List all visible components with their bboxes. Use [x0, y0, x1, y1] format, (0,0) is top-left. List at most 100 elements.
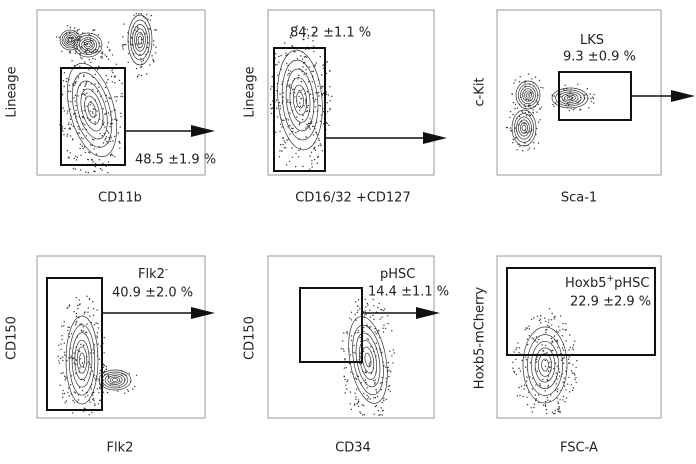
- event-dot: [105, 368, 108, 371]
- gate-name-sup: -: [165, 265, 168, 275]
- event-dot: [547, 324, 549, 327]
- event-dot: [369, 398, 371, 400]
- event-dot: [57, 355, 59, 357]
- density-contour: [78, 37, 98, 53]
- event-dot: [319, 143, 322, 145]
- gate-name-text: pHSC: [380, 267, 415, 282]
- density-contour: [355, 332, 381, 388]
- event-dot: [127, 390, 130, 392]
- event-dot: [513, 370, 515, 372]
- event-dot: [103, 352, 105, 354]
- x-axis-label: FSC-A: [560, 441, 598, 456]
- event-dot: [540, 86, 542, 89]
- density-contour: [541, 358, 549, 372]
- event-dot: [64, 402, 66, 404]
- event-dot: [119, 142, 121, 144]
- event-dot: [72, 83, 74, 85]
- event-dot: [149, 19, 151, 21]
- event-dot: [326, 61, 328, 63]
- plot-frame: [496, 255, 662, 419]
- event-dot: [306, 123, 308, 126]
- event-dot: [384, 327, 387, 330]
- event-dot: [369, 316, 372, 318]
- event-dot: [270, 88, 272, 90]
- event-dot: [518, 386, 520, 389]
- event-dot: [320, 114, 323, 116]
- event-dot: [61, 50, 63, 53]
- event-dot: [91, 411, 93, 414]
- event-dot: [78, 132, 81, 134]
- event-dot: [76, 156, 79, 158]
- event-dot: [301, 119, 304, 121]
- event-dot: [121, 92, 123, 95]
- event-dot: [525, 327, 527, 329]
- event-dot: [298, 149, 300, 152]
- event-dot: [315, 62, 317, 64]
- event-dot: [305, 100, 307, 102]
- event-dot: [97, 327, 100, 329]
- event-dot: [559, 410, 561, 412]
- density-contour: [525, 92, 531, 98]
- event-dot: [107, 78, 109, 81]
- event-dot: [140, 13, 142, 15]
- event-dot: [63, 375, 66, 377]
- event-dot: [89, 104, 92, 106]
- event-dot: [365, 306, 367, 308]
- density-contour: [104, 373, 126, 387]
- event-dot: [135, 67, 138, 70]
- event-dot: [381, 309, 383, 311]
- event-dot: [354, 313, 356, 316]
- density-contour: [514, 113, 534, 143]
- event-dot: [564, 385, 566, 387]
- event-dot: [104, 137, 107, 140]
- event-dot: [274, 64, 277, 66]
- event-dot: [518, 367, 520, 369]
- event-dot: [154, 29, 156, 31]
- event-dot: [101, 57, 103, 59]
- event-dot: [269, 103, 272, 106]
- event-dot: [296, 25, 298, 28]
- event-dot: [108, 136, 110, 139]
- event-dot: [387, 366, 389, 369]
- event-dot: [155, 29, 157, 31]
- event-dot: [375, 404, 378, 407]
- density-contour: [80, 88, 104, 132]
- event-dot: [558, 371, 561, 373]
- event-dot: [102, 391, 105, 393]
- event-dot: [558, 407, 560, 409]
- event-dot: [303, 33, 305, 36]
- event-dot: [356, 403, 358, 405]
- event-dot: [83, 75, 85, 78]
- event-dot: [70, 123, 72, 126]
- event-dot: [536, 127, 538, 130]
- event-dot: [346, 333, 348, 335]
- event-dot: [284, 142, 287, 144]
- event-dot: [531, 377, 534, 379]
- event-dot: [68, 122, 70, 124]
- gate-name-sup: +: [607, 274, 615, 284]
- event-dot: [114, 75, 117, 77]
- event-dot: [519, 394, 521, 397]
- event-dot: [65, 80, 68, 83]
- event-dot: [305, 127, 307, 129]
- arrow-head: [191, 125, 215, 137]
- event-dot: [75, 315, 78, 318]
- event-dot: [545, 408, 548, 411]
- event-dot: [565, 370, 567, 373]
- event-dot: [313, 125, 315, 128]
- event-dot: [89, 363, 91, 365]
- event-dot: [526, 114, 528, 117]
- event-dot: [105, 55, 108, 58]
- event-dot: [345, 384, 347, 386]
- event-dot: [95, 49, 97, 51]
- event-dot: [279, 107, 282, 110]
- event-dot: [512, 101, 515, 104]
- event-dot: [98, 159, 101, 161]
- event-dot: [531, 411, 533, 413]
- event-dot: [563, 99, 565, 101]
- event-dot: [366, 302, 369, 305]
- event-dot: [61, 325, 63, 327]
- event-dot: [559, 411, 561, 414]
- event-dot: [300, 97, 303, 100]
- event-dot: [62, 372, 64, 374]
